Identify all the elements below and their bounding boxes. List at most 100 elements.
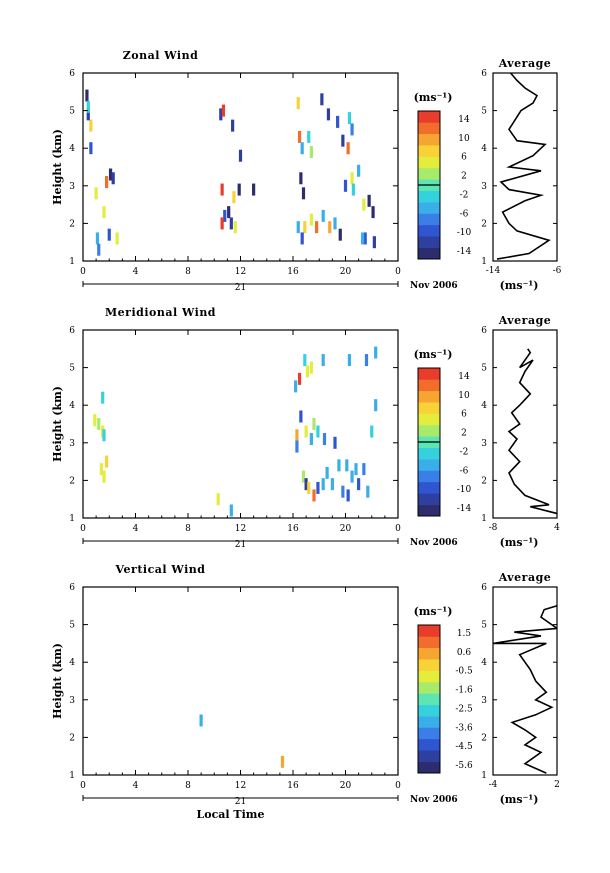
colorbar-swatch [418, 213, 440, 226]
data-cell [341, 134, 345, 147]
data-cell [330, 478, 334, 491]
data-cell [220, 217, 224, 230]
date-label: 21 [235, 540, 246, 550]
y-tick-label: 4 [69, 401, 75, 411]
y-tick-label: 3 [69, 696, 75, 706]
avg-x-tick-label: -14 [486, 266, 501, 276]
y-tick-label: 5 [69, 107, 75, 117]
data-cell [299, 172, 303, 185]
data-cell [338, 228, 342, 241]
x-tick-label: 20 [340, 781, 352, 791]
data-cell [333, 217, 337, 230]
colorbar-swatch [418, 659, 440, 671]
data-cell [89, 142, 93, 155]
average-frame [492, 72, 558, 262]
y-tick-label: 2 [69, 219, 75, 229]
avg-y-tick-label: 4 [481, 401, 487, 411]
average-frame [492, 329, 558, 519]
data-cell [102, 206, 106, 219]
data-cell [374, 399, 378, 412]
avg-x-tick-label: -6 [553, 266, 562, 276]
data-cell [309, 361, 313, 374]
colorbar-tick-label: -3.6 [455, 723, 473, 733]
data-cell [99, 463, 103, 476]
colorbar-tick-label: -14 [457, 247, 472, 257]
colorbar-tick-label: -2 [460, 190, 469, 200]
x-tick-label: 0 [395, 267, 401, 277]
y-tick-label: 1 [69, 771, 75, 781]
colorbar-swatch [418, 247, 440, 260]
avg-y-tick-label: 3 [481, 696, 487, 706]
avg-y-tick-label: 2 [481, 476, 487, 486]
colorbar-tick-label: 6 [461, 153, 467, 163]
data-cell [305, 365, 310, 378]
colorbar-swatch [418, 481, 440, 494]
colorbar-frame [417, 624, 441, 774]
data-cell [105, 176, 109, 189]
data-cell [337, 459, 341, 472]
average-plot: 1 2 3 4 5 6 -8 4 (ms⁻¹) [481, 326, 560, 549]
avg-y-tick-label: 6 [481, 69, 487, 79]
month-label: Nov 2006 [410, 281, 458, 291]
colorbar-swatch [418, 111, 440, 123]
data-cell [216, 493, 220, 506]
colorbar-tick-label: 2 [461, 172, 467, 182]
data-cell [315, 221, 319, 234]
data-cell [312, 489, 316, 502]
data-cell [199, 714, 203, 727]
x-tick-label: 0 [395, 781, 401, 791]
colorbar-swatch [418, 761, 440, 774]
colorbar-swatch [418, 716, 440, 728]
avg-x-axis-label: (ms⁻¹) [500, 793, 539, 806]
y-tick-label: 1 [69, 514, 75, 524]
avg-y-tick-label: 4 [481, 144, 487, 154]
x-tick-label: 0 [80, 267, 86, 277]
data-cell [111, 172, 115, 185]
data-cell [95, 232, 100, 245]
data-cell [107, 228, 111, 241]
data-cells [199, 714, 285, 768]
colorbar-swatch [418, 379, 440, 392]
avg-x-axis-label: (ms⁻¹) [500, 279, 539, 292]
colorbar-swatch [418, 681, 440, 694]
x-tick-label: 12 [235, 267, 246, 277]
data-cell [221, 104, 226, 117]
plot-frame [82, 72, 399, 262]
colorbar-unit: (ms⁻¹) [414, 91, 453, 104]
data-cell [363, 232, 367, 245]
colorbar-tick-label: -1.6 [455, 686, 473, 696]
colorbar-swatch [418, 390, 440, 403]
avg-y-tick-label: 2 [481, 219, 487, 229]
colorbar-swatch [418, 470, 440, 483]
data-cell [333, 436, 337, 449]
data-cell [374, 346, 378, 359]
average-title: Average [498, 57, 552, 70]
data-cell [360, 232, 365, 245]
y-axis-label: Height (km) [51, 386, 64, 462]
colorbar-tick-label: -5.6 [455, 761, 473, 771]
y-tick-label: 5 [69, 621, 75, 631]
data-cell [321, 354, 325, 367]
date-label: 21 [235, 797, 246, 807]
colorbar-swatch [418, 493, 440, 505]
month-label: Nov 2006 [410, 538, 458, 548]
avg-x-tick-label: -8 [489, 523, 498, 533]
x-tick-label: 8 [185, 781, 191, 791]
data-cell [227, 206, 231, 219]
panel-title: Vertical Wind [115, 563, 206, 576]
data-cell [86, 100, 90, 113]
x-tick-label: 0 [395, 524, 401, 534]
colorbar-tick-label: 2 [461, 429, 467, 439]
x-tick-label: 12 [235, 524, 246, 534]
data-cell [233, 221, 237, 234]
avg-y-tick-label: 1 [481, 514, 487, 524]
average-plot: 1 2 3 4 5 6 -14 -6 (ms⁻¹) [481, 69, 562, 292]
colorbar-swatch [418, 133, 440, 146]
data-cell [85, 89, 89, 102]
data-cell [303, 354, 307, 367]
data-cell [295, 429, 299, 442]
data-cell [316, 425, 320, 438]
data-cell [325, 466, 329, 479]
data-cell [86, 108, 90, 121]
